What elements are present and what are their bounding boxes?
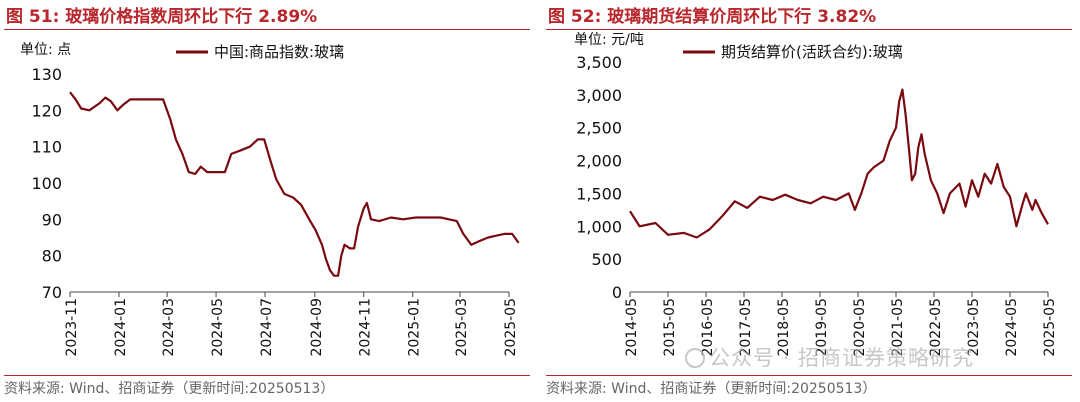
x-tick-label: 2024-11 [358, 298, 374, 357]
x-tick-label: 2024-03 [161, 298, 177, 357]
x-tick-label: 2023-11 [64, 298, 80, 357]
x-tick-label: 2024-05 [210, 298, 226, 357]
wechat-icon [685, 348, 705, 368]
y-tick-label: 1,000 [576, 217, 622, 236]
x-tick-label: 2024-09 [309, 298, 325, 357]
x-tick-label: 2025-01 [407, 298, 423, 357]
y-tick-label: 500 [591, 250, 622, 269]
left-chart-panel: 图 51: 玻璃价格指数周环比下行 2.89% 单位: 点 70 80 90 100 11… [4, 0, 534, 402]
title-divider [4, 29, 530, 30]
y-tick-label: 110 [31, 138, 62, 157]
x-tick-label: 2023-05 [966, 298, 982, 357]
y-tick-label: 3,500 [576, 53, 622, 72]
right-chart-panel: 图 52: 玻璃期货结算价周环比下行 3.82% 单位: 元/吨 0 500 1,00… [546, 0, 1076, 402]
legend-label: 中国:商品指数:玻璃 [214, 43, 344, 61]
x-tick-label: 2025-05 [503, 298, 519, 357]
y-tick-label: 90 [42, 210, 62, 229]
x-tick-label: 2024-07 [259, 298, 275, 357]
title-divider [546, 29, 1072, 30]
watermark: 公众号 · 招商证券策略研究 [685, 342, 974, 372]
x-tick-label: 2014-05 [624, 298, 640, 357]
x-tick-label: 2024-01 [113, 298, 129, 357]
x-tick-label: 2019-05 [814, 298, 830, 357]
x-tick-label: 2025-05 [1042, 298, 1058, 357]
chart-title: 图 52: 玻璃期货结算价周环比下行 3.82% [548, 7, 877, 27]
y-tick-label: 3,000 [576, 86, 622, 105]
source-note: 资料来源: Wind、招商证券（更新时间:20250513） [546, 381, 877, 397]
left-line-chart: 单位: 点 70 80 90 100 110 120 130 2023-11 2024-01 202… [20, 42, 520, 357]
y-tick-label: 120 [31, 101, 62, 120]
x-tick-label: 2016-05 [700, 298, 716, 357]
y-tick-label: 70 [42, 283, 62, 302]
y-tick-label: 1,500 [576, 184, 622, 203]
source-note: 资料来源: Wind、招商证券（更新时间:20250513） [4, 381, 335, 397]
x-tick-label: 2017-05 [738, 298, 754, 357]
y-tick-label: 130 [31, 65, 62, 84]
chart-title: 图 51: 玻璃价格指数周环比下行 2.89% [6, 7, 318, 27]
x-tick-label: 2020-05 [852, 298, 868, 357]
y-tick-label: 80 [42, 247, 62, 266]
x-tick-label: 2022-05 [928, 298, 944, 357]
y-unit-label: 单位: 点 [20, 42, 71, 58]
x-tick-label: 2025-03 [454, 298, 470, 357]
watermark-text: 公众号 · 招商证券策略研究 [709, 346, 975, 370]
series-line [629, 88, 1049, 239]
x-tick-label: 2015-05 [662, 298, 678, 357]
y-tick-label: 100 [31, 174, 62, 193]
y-tick-label: 0 [612, 283, 622, 302]
series-line [69, 91, 520, 277]
source-divider [4, 375, 530, 376]
source-divider [546, 375, 1072, 376]
legend-label: 期货结算价(活跃合约):玻璃 [721, 43, 903, 61]
x-tick-label: 2021-05 [890, 298, 906, 357]
x-tick-label: 2024-05 [1004, 298, 1020, 357]
right-line-chart: 单位: 元/吨 0 500 1,000 1,500 2,000 2,500 3,000 3,50… [574, 32, 1058, 357]
y-tick-label: 2,500 [576, 119, 622, 138]
x-tick-label: 2018-05 [776, 298, 792, 357]
y-unit-label: 单位: 元/吨 [574, 32, 644, 48]
y-tick-label: 2,000 [576, 152, 622, 171]
